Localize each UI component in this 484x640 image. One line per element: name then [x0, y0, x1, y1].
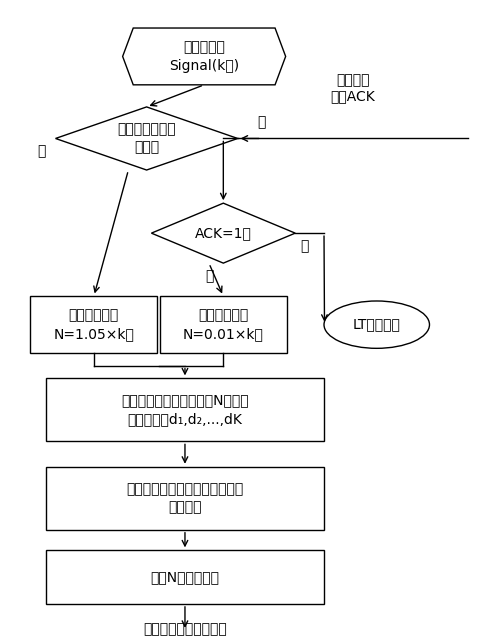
Ellipse shape	[323, 301, 429, 348]
Bar	[46, 550, 323, 604]
Text: 均匀随机选择每个编码信号的度
邻接信号: 均匀随机选择每个编码信号的度 邻接信号	[126, 482, 243, 515]
Text: 生成编码信号
N=1.05×k个: 生成编码信号 N=1.05×k个	[53, 308, 134, 341]
Text: 否: 否	[300, 239, 308, 253]
Text: 否: 否	[257, 115, 265, 129]
Bar	[46, 378, 323, 442]
Text: 生成编码信号
N=0.01×k个: 生成编码信号 N=0.01×k个	[182, 308, 263, 341]
Text: 根据鲁棒弧波分布，确定N个编码
信号的度值d₁,d₂,...,dK: 根据鲁棒弧波分布，确定N个编码 信号的度值d₁,d₂,...,dK	[121, 394, 248, 426]
Polygon shape	[151, 203, 295, 263]
Bar	[30, 296, 157, 353]
Text: 生成N个编码信号: 生成N个编码信号	[150, 570, 219, 584]
Polygon shape	[55, 107, 237, 170]
Bar	[46, 467, 323, 530]
Text: ACK=1？: ACK=1？	[195, 226, 251, 240]
Text: 输入源信号
Signal(k个): 输入源信号 Signal(k个)	[169, 40, 239, 72]
Text: 反馈控制
信号ACK: 反馈控制 信号ACK	[330, 73, 374, 103]
Bar	[159, 296, 286, 353]
Text: 通过信道发送到译码端: 通过信道发送到译码端	[143, 622, 227, 636]
Text: 第一次生成编码
信号？: 第一次生成编码 信号？	[117, 122, 176, 155]
Text: 是: 是	[205, 269, 213, 284]
Polygon shape	[122, 28, 285, 85]
Text: 是: 是	[37, 144, 46, 158]
Text: LT编码结束: LT编码结束	[352, 317, 400, 332]
